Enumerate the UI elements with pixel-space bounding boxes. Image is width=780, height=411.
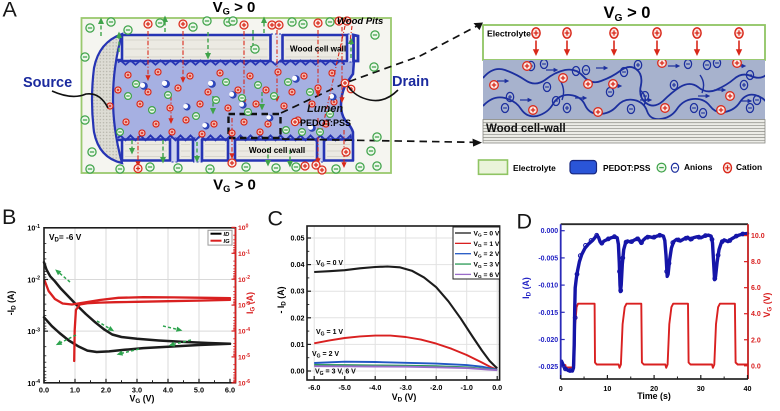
svg-text:IG (A): IG (A) <box>245 292 257 314</box>
svg-text:Wood Pits: Wood Pits <box>337 16 383 27</box>
svg-text:0.0: 0.0 <box>492 383 502 392</box>
svg-text:4.0: 4.0 <box>163 386 173 395</box>
svg-text:-2.0: -2.0 <box>430 383 442 392</box>
svg-text:- ID (A): - ID (A) <box>276 286 288 313</box>
svg-text:0.0: 0.0 <box>39 386 49 395</box>
svg-text:0.02: 0.02 <box>291 313 305 322</box>
svg-text:3.0: 3.0 <box>132 386 142 395</box>
svg-text:VG > 0: VG > 0 <box>213 177 256 195</box>
svg-text:-0.010: -0.010 <box>538 283 558 290</box>
svg-text:-3.0: -3.0 <box>400 383 412 392</box>
svg-text:Lumen: Lumen <box>307 103 343 115</box>
svg-text:-0.015: -0.015 <box>538 310 558 317</box>
svg-text:20: 20 <box>650 384 658 393</box>
svg-text:VG = 2 V: VG = 2 V <box>474 251 500 259</box>
svg-text:10-2: 10-2 <box>238 275 250 284</box>
svg-text:VG = 2 V: VG = 2 V <box>312 351 339 359</box>
svg-text:10: 10 <box>603 384 611 393</box>
svg-text:Time (s): Time (s) <box>637 391 671 401</box>
svg-text:VG = 0 V: VG = 0 V <box>316 260 343 268</box>
svg-text:Cation: Cation <box>736 162 762 172</box>
svg-text:-6.0: -6.0 <box>308 383 320 392</box>
svg-text:10-2: 10-2 <box>27 275 40 284</box>
svg-text:0.000: 0.000 <box>541 228 559 235</box>
svg-text:10-1: 10-1 <box>27 224 40 233</box>
svg-text:ID (A): ID (A) <box>521 277 533 299</box>
svg-text:10-1: 10-1 <box>238 249 250 258</box>
svg-text:10-3: 10-3 <box>238 301 250 310</box>
svg-text:5.0: 5.0 <box>194 386 204 395</box>
svg-text:6.0: 6.0 <box>225 386 235 395</box>
svg-text:8.0: 8.0 <box>751 259 761 266</box>
svg-text:10-5: 10-5 <box>238 353 250 362</box>
svg-text:0: 0 <box>559 384 563 393</box>
svg-text:C: C <box>268 207 284 231</box>
svg-text:6.0: 6.0 <box>751 285 761 292</box>
svg-text:-ID (A): -ID (A) <box>6 291 18 316</box>
svg-text:30: 30 <box>697 384 705 393</box>
svg-text:-0.005: -0.005 <box>538 255 558 262</box>
svg-text:VG = 1 V: VG = 1 V <box>474 241 500 249</box>
svg-text:VG = 3 V, 6 V: VG = 3 V, 6 V <box>315 369 356 377</box>
svg-text:0.05: 0.05 <box>291 234 305 243</box>
svg-text:Electrolyte: Electrolyte <box>487 29 531 39</box>
svg-text:0.04: 0.04 <box>291 260 305 269</box>
svg-text:4.0: 4.0 <box>751 311 761 318</box>
svg-text:-1.0: -1.0 <box>461 383 473 392</box>
svg-text:IG: IG <box>224 239 231 245</box>
svg-text:VG > 0: VG > 0 <box>604 4 651 24</box>
svg-text:VG (V): VG (V) <box>130 394 155 406</box>
svg-text:Electrolyte: Electrolyte <box>513 163 556 173</box>
svg-text:Source: Source <box>23 75 72 91</box>
svg-text:0.01: 0.01 <box>291 340 305 349</box>
svg-text:VG = 6 V: VG = 6 V <box>474 272 500 280</box>
svg-text:-0.025: -0.025 <box>538 364 558 371</box>
svg-text:0.03: 0.03 <box>291 287 305 296</box>
svg-text:10-4: 10-4 <box>238 327 250 336</box>
svg-text:40: 40 <box>744 384 752 393</box>
svg-text:100: 100 <box>238 223 249 232</box>
svg-text:D: D <box>517 210 533 234</box>
svg-text:-4.0: -4.0 <box>369 383 381 392</box>
svg-text:Anions: Anions <box>684 162 713 172</box>
svg-text:0.0: 0.0 <box>751 363 761 370</box>
svg-text:Drain: Drain <box>392 74 429 90</box>
svg-text:A: A <box>3 0 18 21</box>
svg-text:Wood cell wall: Wood cell wall <box>290 45 346 54</box>
svg-text:1.0: 1.0 <box>70 386 80 395</box>
svg-text:10-4: 10-4 <box>27 379 40 388</box>
svg-text:10-6: 10-6 <box>238 379 250 388</box>
svg-text:VG > 0: VG > 0 <box>213 0 256 17</box>
svg-text:ID: ID <box>224 232 231 238</box>
svg-text:B: B <box>2 205 16 229</box>
svg-text:VG = 3 V: VG = 3 V <box>474 262 500 270</box>
svg-text:VD= -6 V: VD= -6 V <box>49 232 82 243</box>
svg-text:VG (V): VG (V) <box>762 292 774 317</box>
svg-text:Wood cell wall: Wood cell wall <box>249 146 305 155</box>
svg-text:Wood cell-wall: Wood cell-wall <box>486 123 566 135</box>
svg-text:VG = 0 V: VG = 0 V <box>474 231 500 239</box>
svg-text:PEDOT:PSS: PEDOT:PSS <box>300 118 351 128</box>
svg-text:10-3: 10-3 <box>27 327 40 336</box>
svg-text:PEDOT:PSS: PEDOT:PSS <box>603 163 651 173</box>
svg-text:2.0: 2.0 <box>101 386 111 395</box>
svg-text:VG = 1 V: VG = 1 V <box>316 329 343 337</box>
svg-text:VD (V): VD (V) <box>392 392 417 404</box>
svg-text:10.0: 10.0 <box>751 233 765 240</box>
svg-text:2.0: 2.0 <box>751 337 761 344</box>
svg-text:-0.020: -0.020 <box>538 337 558 344</box>
svg-text:-5.0: -5.0 <box>339 383 351 392</box>
svg-text:0.00: 0.00 <box>291 367 305 376</box>
